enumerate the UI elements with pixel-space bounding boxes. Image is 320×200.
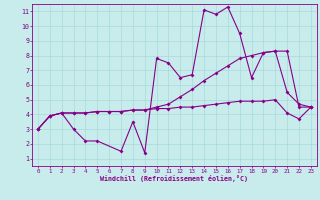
X-axis label: Windchill (Refroidissement éolien,°C): Windchill (Refroidissement éolien,°C)	[100, 175, 248, 182]
